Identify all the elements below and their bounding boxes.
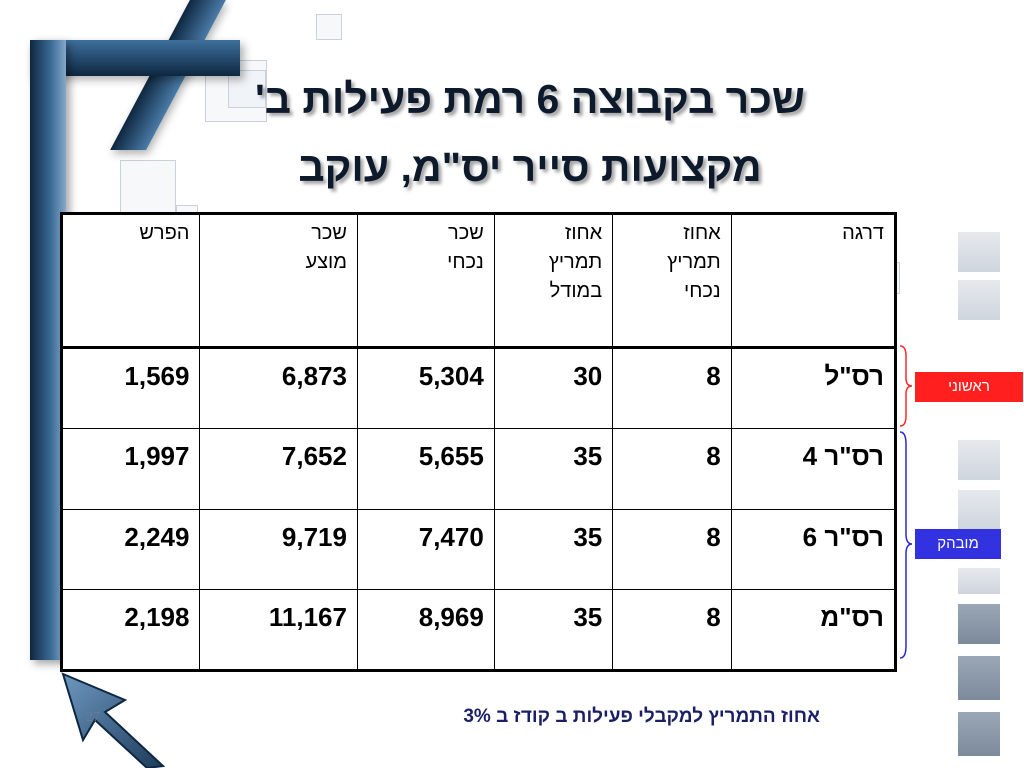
footnote: אחוז התמריץ למקבלי פעילות ב קודז ב 3%	[463, 706, 820, 727]
cell-rank: רס"מ	[730, 589, 897, 671]
side-tile	[958, 232, 1000, 272]
table-header-row: דרגה אחוז תמריץ נכחי אחוז תמריץ במודל שכר נכח…	[60, 213, 897, 348]
cell-proposed-salary: 7,652	[199, 427, 358, 510]
cell-current-salary: 7,470	[356, 508, 495, 591]
brace-first-group	[899, 345, 913, 427]
side-tile	[958, 440, 1000, 480]
bg-square	[120, 160, 176, 216]
side-tile	[958, 604, 1000, 644]
cell-rank: רס"ל	[730, 347, 897, 429]
cell-current-incentive: 8	[612, 508, 732, 591]
cell-proposed-salary: 9,719	[199, 508, 358, 591]
cell-rank: רס"ר 6	[730, 508, 897, 591]
label-advanced-degree: מובהק	[915, 529, 1001, 559]
cell-current-incentive: 8	[612, 589, 732, 671]
brace-first-path	[899, 345, 913, 427]
cell-current-incentive: 8	[612, 347, 732, 429]
column-header-rank: דרגה	[730, 213, 897, 348]
cell-difference: 2,198	[60, 589, 201, 671]
table-row: רס"ל 8 30 5,304 6,873 1,569	[60, 347, 897, 429]
side-tile	[958, 280, 1000, 320]
cell-model-incentive: 35	[493, 508, 614, 591]
table-row: רס"ר 4 8 35 5,655 7,652 1,997	[60, 427, 897, 510]
cell-model-incentive: 35	[493, 427, 614, 510]
slide-title-line-2: מקצועות סייר יס"מ, עוקב	[298, 144, 762, 190]
column-header-current-salary: שכר נכחי	[356, 213, 495, 348]
column-header-difference: הפרש	[60, 213, 201, 348]
side-tile	[958, 568, 1000, 594]
cell-model-incentive: 35	[493, 589, 614, 671]
slide-title-line-1: שכר בקבוצה 6 רמת פעילות ב'	[255, 76, 805, 122]
column-header-model-incentive: אחוז תמריץ במודל	[493, 213, 614, 348]
cell-proposed-salary: 11,167	[199, 589, 358, 671]
page-number: 27	[86, 710, 100, 725]
side-tile	[958, 712, 1000, 756]
cell-rank: רס"ר 4	[730, 427, 897, 510]
bg-square	[228, 70, 266, 108]
cell-model-incentive: 30	[493, 347, 614, 429]
cell-current-salary: 5,304	[356, 347, 495, 429]
cell-difference: 2,249	[60, 508, 201, 591]
arrow-cursor-icon	[61, 672, 166, 768]
cell-proposed-salary: 6,873	[199, 347, 358, 429]
brace-advanced-path	[899, 431, 913, 659]
side-tile	[958, 490, 1000, 530]
cell-current-salary: 5,655	[356, 427, 495, 510]
table-row: רס"מ 8 35 8,969 11,167 2,198	[60, 589, 897, 671]
bg-square	[316, 14, 342, 40]
cell-current-incentive: 8	[612, 427, 732, 510]
table-row: רס"ר 6 8 35 7,470 9,719 2,249	[60, 508, 897, 591]
column-header-proposed-salary: שכר מוצע	[199, 213, 358, 348]
column-header-current-incentive: אחוז תמריץ נכחי	[612, 213, 732, 348]
label-first-degree: ראשוני	[915, 372, 1023, 402]
brace-advanced-group	[899, 431, 913, 659]
salary-table: דרגה אחוז תמריץ נכחי אחוז תמריץ במודל שכר נכח…	[60, 212, 897, 672]
cell-difference: 1,997	[60, 427, 201, 510]
cell-difference: 1,569	[60, 347, 201, 429]
side-tile	[958, 656, 1000, 700]
cell-current-salary: 8,969	[356, 589, 495, 671]
